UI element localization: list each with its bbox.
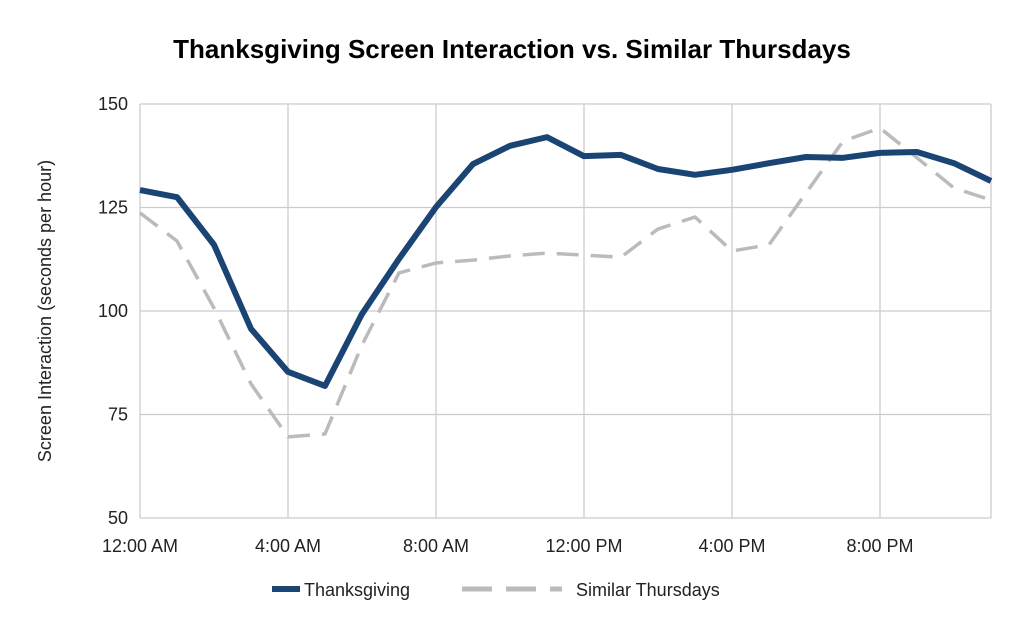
y-axis-ticks: 50 75 100 125 150 [98,94,128,528]
x-tick-label: 4:00 PM [698,536,765,556]
x-axis-ticks: 12:00 AM 4:00 AM 8:00 AM 12:00 PM 4:00 PM 8:0… [102,536,914,556]
x-tick-label: 12:00 AM [102,536,178,556]
y-tick-label: 100 [98,301,128,321]
y-axis-label: Screen Interaction (seconds per hour) [35,160,55,462]
y-tick-label: 125 [98,198,128,218]
series-line-similar-thursdays [138,126,992,439]
y-tick-label: 75 [108,405,128,425]
gridlines [139,103,992,519]
chart-title: Thanksgiving Screen Interaction vs. Simi… [173,34,851,64]
x-tick-label: 4:00 AM [255,536,321,556]
series-lines [138,126,993,439]
y-tick-label: 150 [98,94,128,114]
legend-label: Similar Thursdays [576,580,720,600]
x-tick-label: 12:00 PM [545,536,622,556]
y-tick-label: 50 [108,508,128,528]
legend: Thanksgiving Similar Thursdays [272,580,720,600]
legend-label: Thanksgiving [304,580,410,600]
x-tick-label: 8:00 PM [846,536,913,556]
x-tick-label: 8:00 AM [403,536,469,556]
series-line-thanksgiving [139,134,993,389]
